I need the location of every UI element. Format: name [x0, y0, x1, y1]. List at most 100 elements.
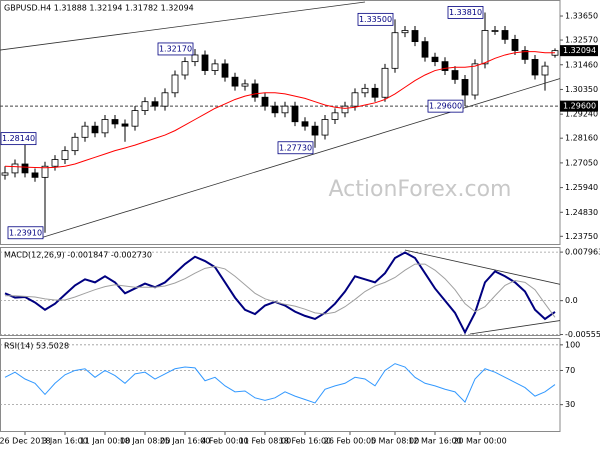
candle-body [41, 165, 49, 178]
candle-body [461, 79, 469, 96]
trend-line [404, 249, 560, 285]
x-tick-label: 26 Feb 00:00 [324, 437, 376, 446]
candle-body [71, 136, 79, 152]
price-callout-label: 1.23910 [9, 228, 42, 237]
y-tick-label: 0.0 [565, 296, 578, 305]
candle-body [301, 121, 309, 127]
x-tick-label: 18 Jan 08:00 [120, 437, 171, 446]
series-line [5, 263, 556, 318]
candle-body [101, 119, 109, 134]
candle-body [451, 70, 459, 80]
last-price-box [560, 45, 598, 57]
candle-body [431, 56, 439, 63]
candle-body [161, 92, 169, 107]
candle-body [471, 63, 479, 96]
candle-body [201, 54, 209, 71]
watermark: ActionForex.com [329, 177, 512, 202]
x-tick-label: 4 Feb 00:00 [201, 437, 248, 446]
candle-body [231, 76, 239, 87]
y-tick-label: 1.24830 [565, 208, 598, 217]
candle-body [61, 150, 69, 160]
panel-title: RSI(14) 53.5028 [4, 342, 69, 351]
candle-body [411, 30, 419, 43]
candle-body [371, 87, 379, 98]
candle-body [251, 83, 259, 98]
price-callout-label: 1.27730 [279, 143, 312, 152]
x-tick-label: 12 Mar 16:00 [408, 437, 461, 446]
panel-frame [0, 0, 561, 245]
candle-body [221, 63, 229, 78]
candle-body [241, 83, 249, 87]
y-tick-label: 70 [565, 366, 575, 375]
trend-line [0, 1, 366, 51]
candle-body [21, 163, 29, 174]
candle-body [501, 30, 509, 40]
panel-frame [0, 247, 561, 336]
y-tick-label: 100 [565, 340, 580, 349]
candle-body [351, 92, 359, 107]
candle-body [291, 105, 299, 123]
y-tick-label: 0.007963 [565, 248, 600, 257]
candle-body [181, 61, 189, 76]
y-tick-label: 1.27050 [565, 158, 598, 167]
y-tick-label: 1.28160 [565, 134, 598, 143]
trend-line [469, 320, 560, 335]
x-tick-label: 3 Jan 16:00 [42, 437, 88, 446]
candle-body [111, 119, 119, 125]
series-line [4, 363, 556, 404]
candle-body [331, 112, 339, 120]
y-tick-label: 1.25940 [565, 183, 598, 192]
panel-frame [0, 338, 561, 432]
level-box [560, 100, 598, 112]
candle-body [211, 63, 219, 71]
candle-body [31, 172, 39, 178]
price-callout [7, 226, 44, 240]
candle-body [401, 30, 409, 34]
price-callout-label: 1.33810 [449, 8, 482, 17]
series-line [4, 251, 556, 335]
y-tick-label: 1.30350 [565, 85, 598, 94]
plot-area [0, 344, 560, 406]
plot-area [0, 249, 560, 335]
y-tick-label: 30 [565, 400, 575, 409]
candle-body [91, 125, 99, 134]
candle-body [261, 96, 269, 107]
level-label: 1.29600 [563, 102, 596, 111]
candle-body [131, 110, 139, 127]
trend-line [39, 78, 560, 239]
candle-body [51, 159, 59, 167]
x-tick-label: 26 Dec 2018 [0, 437, 51, 446]
y-tick-label: 1.33650 [565, 12, 598, 21]
price-callout-label: 1.29600 [429, 102, 462, 111]
price-callout [277, 141, 314, 155]
x-tick-label: 11 Feb 08:00 [239, 437, 291, 446]
x-tick-label: 20 Mar 00:00 [453, 437, 506, 446]
price-callout-label: 1.33500 [359, 15, 392, 24]
candle-body [511, 38, 519, 51]
y-tick-label: 1.32570 [565, 36, 598, 45]
price-callout [0, 132, 37, 146]
candle-body [81, 125, 89, 138]
candle-body [151, 101, 159, 107]
candle-body [421, 41, 429, 58]
price-callout-label: 1.32170 [159, 44, 192, 53]
candle-body [541, 65, 549, 76]
candle-body [381, 67, 389, 98]
y-tick-label: 1.29240 [565, 110, 598, 119]
candle-body [281, 105, 289, 114]
price-callout-label: 1.28140 [2, 134, 35, 143]
candle-body [1, 172, 9, 176]
candle-body [271, 105, 279, 114]
candle-body [391, 32, 399, 69]
panel-title: MACD(12,26,9) -0.001847 -0.002730 [4, 251, 152, 260]
candle-body [361, 87, 369, 94]
price-callout [157, 42, 194, 56]
candle-body [531, 59, 539, 76]
y-tick-label: 1.23750 [565, 232, 598, 241]
candle-body [321, 119, 329, 136]
plot-area [0, 1, 560, 239]
price-callout [357, 12, 394, 26]
candle-body [171, 74, 179, 94]
